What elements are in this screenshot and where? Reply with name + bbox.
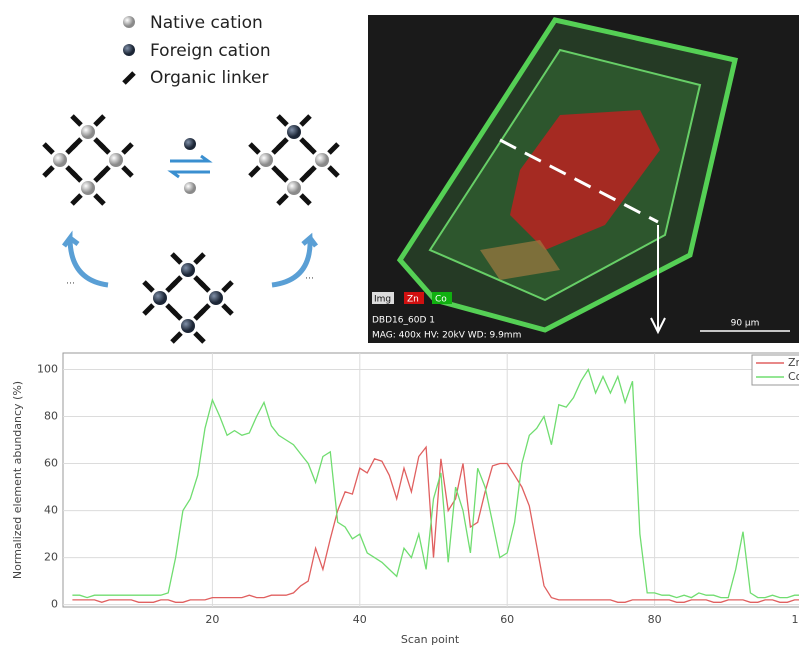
legend-label: Native cation bbox=[150, 13, 263, 33]
y-tick-label: 40 bbox=[44, 504, 58, 517]
channel-label: Co bbox=[435, 295, 447, 305]
legend-label: Co bbox=[788, 370, 799, 383]
x-tick-label: 60 bbox=[500, 613, 514, 626]
legend-label: Zn bbox=[788, 356, 799, 369]
x-axis-label: Scan point bbox=[401, 633, 460, 646]
sample-label: DBD16_60D 1 bbox=[372, 316, 435, 326]
lattice-native bbox=[44, 116, 132, 204]
y-tick-label: 100 bbox=[37, 362, 58, 375]
figure: Native cation Foreign cation Organic lin… bbox=[0, 0, 799, 647]
micrograph: Img Zn Co DBD16_60D 1 MAG: 400x HV: 20kV… bbox=[368, 15, 799, 343]
scale-label: 90 µm bbox=[731, 319, 760, 329]
lattice-mixed bbox=[250, 116, 338, 204]
x-tick-label: 20 bbox=[205, 613, 219, 626]
lattice-foreign bbox=[144, 254, 232, 342]
svg-text:…: … bbox=[305, 272, 314, 282]
y-tick-label: 60 bbox=[44, 457, 58, 470]
x-tick-label: 80 bbox=[648, 613, 662, 626]
legend-label: Organic linker bbox=[150, 68, 268, 88]
y-tick-label: 80 bbox=[44, 410, 58, 423]
channel-label: Zn bbox=[407, 295, 419, 305]
y-axis-label: Normalized element abundancy (%) bbox=[11, 381, 24, 579]
diagram-legend: Native cation Foreign cation Organic lin… bbox=[123, 13, 271, 88]
legend-label: Foreign cation bbox=[150, 41, 271, 61]
x-tick-label: 40 bbox=[353, 613, 367, 626]
channel-label: Img bbox=[374, 295, 391, 305]
settings-label: MAG: 400x HV: 20kV WD: 9.9mm bbox=[372, 331, 521, 341]
y-tick-label: 20 bbox=[44, 551, 58, 564]
x-tick-label: 100 bbox=[792, 613, 799, 626]
y-tick-label: 0 bbox=[51, 598, 58, 611]
svg-text:…: … bbox=[66, 277, 75, 287]
